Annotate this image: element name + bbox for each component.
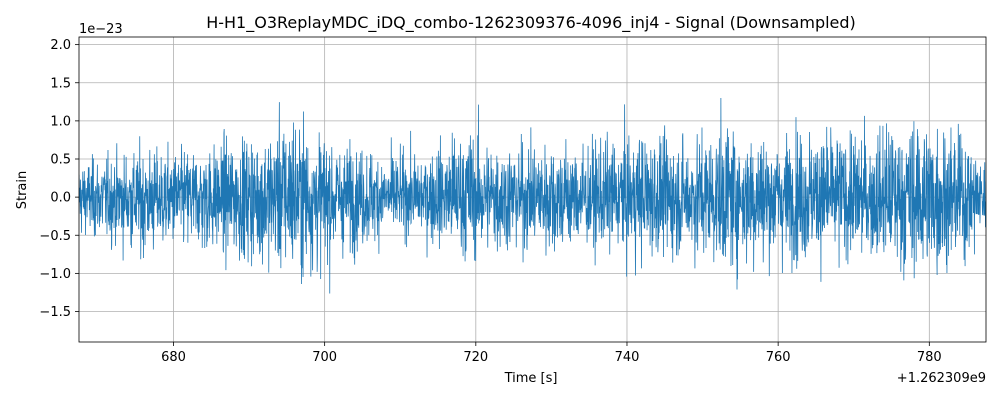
x-tick-label: 760 [766, 350, 791, 365]
y-tick-label: −0.5 [39, 229, 71, 244]
signal-line [79, 98, 986, 294]
x-offset-label: +1.262309e9 [897, 371, 986, 386]
y-tick-label: 1.5 [50, 76, 71, 91]
y-axis-ticks: −1.5 −1.0 −0.5 0.0 0.5 1.0 1.5 2.0 [39, 38, 79, 320]
x-axis-ticks: 680 700 720 740 760 780 [161, 342, 942, 365]
y-tick-label: 1.0 [50, 114, 71, 129]
y-tick-label: −1.5 [39, 305, 71, 320]
chart-title: H-H1_O3ReplayMDC_iDQ_combo-1262309376-40… [206, 13, 856, 33]
x-tick-label: 720 [463, 350, 488, 365]
x-tick-label: 740 [615, 350, 640, 365]
y-tick-label: −1.0 [39, 267, 71, 282]
x-axis-label: Time [s] [504, 371, 558, 386]
y-tick-label: 0.0 [50, 191, 71, 206]
y-axis-label: Strain [15, 171, 30, 210]
x-tick-label: 780 [917, 350, 942, 365]
y-scale-label: 1e−23 [79, 22, 123, 37]
x-tick-label: 680 [161, 350, 186, 365]
y-tick-label: 0.5 [50, 153, 71, 168]
plot-frame [78, 36, 987, 343]
y-tick-label: 2.0 [50, 38, 71, 53]
x-tick-label: 700 [312, 350, 337, 365]
